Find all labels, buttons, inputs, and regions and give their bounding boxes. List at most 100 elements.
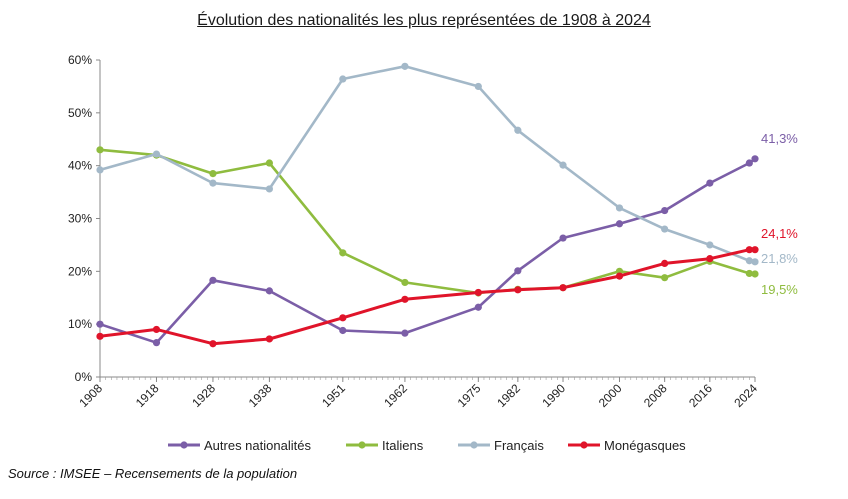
data-point	[661, 274, 669, 282]
end-value-label: 41,3%	[761, 131, 798, 146]
x-tick-label: 1908	[76, 381, 105, 410]
data-point	[615, 272, 624, 280]
chart-axes: 0% 10% 20% 30% 40% 50% 60% 1908 1918 1928 1938 1951…	[68, 53, 760, 410]
legend-swatch-marker	[358, 441, 366, 449]
y-tick-label: 0%	[75, 370, 93, 384]
data-point	[209, 340, 217, 348]
series-1	[96, 146, 759, 297]
source-note: Source : IMSEE – Recensements de la popu…	[8, 466, 298, 481]
data-point	[745, 246, 753, 254]
data-point	[706, 241, 714, 249]
data-point	[96, 166, 104, 174]
data-point	[751, 258, 759, 266]
data-point	[706, 255, 714, 263]
data-point	[559, 284, 567, 292]
series-line	[99, 148, 756, 295]
legend-label: Autres nationalités	[204, 438, 311, 453]
x-tick-label: 1962	[381, 381, 410, 410]
end-labels: 41,3% 19,5% 21,8% 24,1%	[761, 131, 798, 297]
data-point	[96, 332, 104, 340]
data-point	[661, 259, 669, 268]
data-point	[661, 225, 669, 233]
y-tick-label: 50%	[68, 106, 92, 120]
x-tick-label: 2000	[596, 381, 625, 410]
data-point	[751, 270, 759, 278]
data-point	[661, 206, 669, 215]
data-point	[559, 161, 567, 169]
y-tick-label: 10%	[68, 317, 92, 331]
y-tick-label: 30%	[68, 212, 92, 226]
data-point	[745, 159, 753, 167]
data-point	[474, 82, 482, 91]
x-tick-label: 1918	[133, 381, 162, 410]
x-tick-label: 2024	[731, 381, 760, 410]
series-line	[99, 65, 756, 264]
legend-swatch-marker	[580, 441, 588, 449]
data-point	[339, 249, 347, 257]
series-3	[96, 246, 759, 348]
data-point	[265, 159, 273, 167]
data-point	[339, 326, 347, 335]
data-point	[96, 320, 104, 328]
legend-item: Monégasques	[568, 438, 686, 453]
end-value-label: 21,8%	[761, 251, 798, 266]
chart-title: Évolution des nationalités les plus repr…	[197, 12, 651, 29]
data-point	[751, 246, 759, 254]
legend-label: Français	[494, 438, 544, 453]
x-tick-label: 1982	[494, 381, 523, 410]
legend-label: Italiens	[382, 438, 424, 453]
data-point	[265, 335, 273, 343]
data-point	[401, 62, 409, 70]
x-tick-label: 1990	[539, 381, 568, 410]
data-point	[514, 286, 522, 294]
x-tick-label: 1975	[455, 381, 484, 410]
y-tick-label: 60%	[68, 53, 92, 67]
series-0	[96, 155, 759, 347]
data-point	[615, 204, 624, 212]
data-point	[209, 169, 217, 178]
chart-legend: Autres nationalités Italiens Français Monég…	[168, 438, 686, 453]
data-point	[401, 278, 409, 287]
data-point	[339, 75, 347, 83]
legend-item: Autres nationalités	[168, 438, 311, 453]
end-value-label: 19,5%	[761, 282, 798, 297]
legend-swatch-marker	[180, 441, 188, 449]
x-tick-label: 1951	[319, 381, 348, 410]
data-point	[745, 257, 753, 265]
legend-label: Monégasques	[604, 438, 686, 453]
data-point	[265, 287, 273, 295]
data-point	[559, 234, 567, 242]
data-point	[474, 303, 482, 311]
data-point	[745, 269, 753, 278]
x-tick-label: 2008	[641, 381, 670, 410]
series-2	[96, 62, 759, 266]
data-point	[152, 150, 161, 158]
data-point	[339, 314, 347, 322]
legend-swatch-marker	[470, 441, 478, 449]
legend-item: Italiens	[346, 438, 424, 453]
data-point	[152, 339, 161, 347]
x-tick-label: 1938	[246, 381, 275, 410]
data-point	[474, 288, 482, 297]
data-point	[152, 325, 161, 334]
data-point	[209, 179, 217, 187]
data-point	[401, 329, 409, 337]
series-layer	[96, 62, 759, 348]
x-tick-label: 2016	[686, 381, 715, 410]
data-point	[401, 295, 409, 303]
data-point	[514, 126, 522, 134]
end-value-label: 24,1%	[761, 226, 798, 241]
data-point	[751, 155, 759, 163]
y-tick-label: 20%	[68, 264, 92, 278]
series-line	[99, 157, 756, 345]
data-point	[96, 146, 104, 154]
y-tick-label: 40%	[68, 159, 92, 173]
data-point	[514, 267, 522, 275]
data-point	[615, 220, 624, 228]
data-point	[706, 179, 714, 187]
data-point	[265, 185, 273, 193]
x-tick-label: 1928	[189, 381, 218, 410]
legend-item: Français	[458, 438, 544, 453]
series-line	[99, 248, 755, 346]
